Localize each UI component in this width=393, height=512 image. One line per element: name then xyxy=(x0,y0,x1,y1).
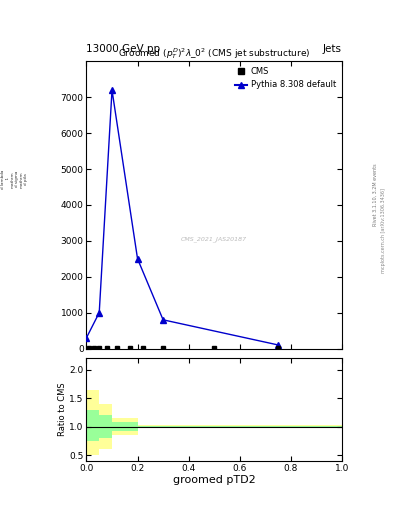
Text: Rivet 3.1.10, 3.2M events: Rivet 3.1.10, 3.2M events xyxy=(373,163,378,226)
Legend: CMS, Pythia 8.308 default: CMS, Pythia 8.308 default xyxy=(233,66,338,91)
Text: 13000 GeV pp: 13000 GeV pp xyxy=(86,44,161,54)
X-axis label: groomed pTD2: groomed pTD2 xyxy=(173,475,255,485)
Text: CMS_2021_JAS20187: CMS_2021_JAS20187 xyxy=(181,237,247,242)
Text: mathrm
d N
mathrm
d lambda
  1
mathrm
d sigma
mathrm
d ptla: mathrm d N mathrm d lambda 1 mathrm d si… xyxy=(0,169,28,189)
Title: Groomed $(p_T^D)^2\lambda\_0^2$ (CMS jet substructure): Groomed $(p_T^D)^2\lambda\_0^2$ (CMS jet… xyxy=(118,47,310,61)
Text: Jets: Jets xyxy=(323,44,342,54)
Y-axis label: Ratio to CMS: Ratio to CMS xyxy=(57,383,66,436)
Text: mcplots.cern.ch [arXiv:1306.3436]: mcplots.cern.ch [arXiv:1306.3436] xyxy=(381,188,386,273)
